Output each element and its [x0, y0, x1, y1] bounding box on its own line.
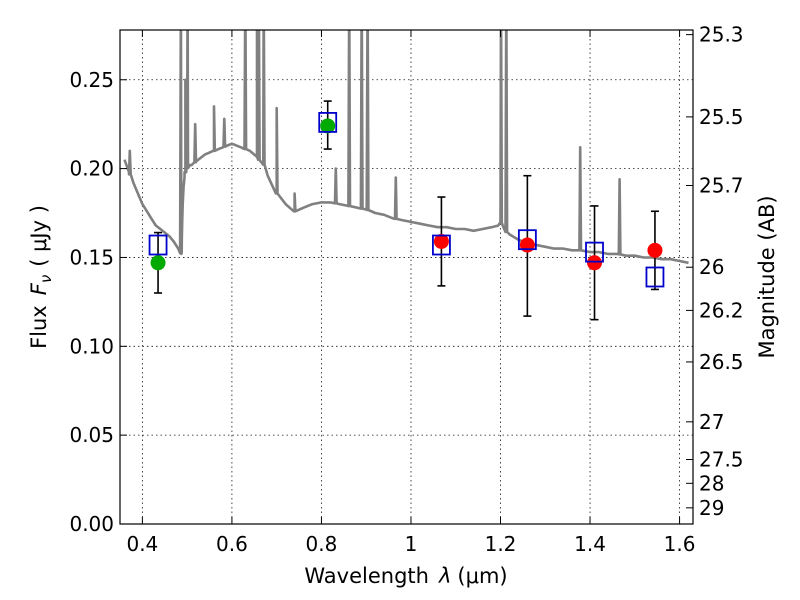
x-tick-label: 0.6 — [216, 532, 248, 556]
y2-axis-label: Magnitude (AB) — [755, 195, 779, 358]
error-bars — [154, 100, 659, 321]
grid-lines — [120, 30, 693, 525]
observed-point-red — [587, 255, 603, 271]
y-axis-label: FluxFν( μJy ) — [27, 205, 55, 349]
observed-point-green — [150, 255, 166, 271]
y2-tick-label: 29 — [699, 496, 724, 520]
model-box — [585, 241, 604, 263]
y2-tick-label: 27 — [699, 410, 724, 434]
model-box — [645, 266, 665, 288]
observed-point-red — [433, 233, 449, 249]
model-box — [432, 234, 451, 256]
y2-tick-label: 27.5 — [699, 447, 744, 471]
y-tick-label: 0.20 — [69, 157, 114, 181]
y-tick-label: 0.10 — [69, 334, 114, 358]
y-tick-label: 0.05 — [69, 423, 114, 447]
y2-tick-label: 26 — [699, 255, 724, 279]
y2-tick-label: 28 — [699, 471, 724, 495]
observed-point-red — [647, 242, 663, 258]
model-box — [318, 112, 338, 133]
y-tick-label: 0.25 — [69, 68, 114, 92]
template-spectrum-line — [123, 30, 689, 265]
template-spectrum — [123, 30, 689, 265]
model-box — [517, 229, 537, 251]
x-tick-label: 1.2 — [485, 532, 517, 556]
y2-tick-label: 25.7 — [699, 173, 744, 197]
model-boxes — [148, 112, 665, 288]
x-tick-label: 1.4 — [574, 532, 606, 556]
y2-tick-label: 25.5 — [699, 105, 744, 129]
plot-frame — [119, 29, 694, 525]
x-tick-label: 1.6 — [664, 532, 696, 556]
x-tick-label: 0.8 — [306, 532, 338, 556]
y-tick-label: 0.15 — [69, 245, 114, 269]
x-tick-label: 0.4 — [126, 532, 158, 556]
y2-tick-label: 26.2 — [699, 298, 744, 322]
model-box — [148, 234, 168, 256]
y2-tick-label: 26.5 — [699, 350, 744, 374]
observed-point-green — [320, 118, 336, 134]
observed-point-red — [519, 237, 535, 253]
x-axis-label: Wavelength λ (μm) — [304, 564, 507, 588]
y2-tick-label: 25.3 — [699, 23, 744, 47]
axis-ticks: 0.4 0.6 0.8 1 1.2 1.4 1.6 0.00 0.05 0.10 0.15 0.20 0… — [69, 23, 743, 556]
y-tick-label: 0.00 — [69, 512, 114, 536]
x-tick-label: 1 — [405, 532, 418, 556]
